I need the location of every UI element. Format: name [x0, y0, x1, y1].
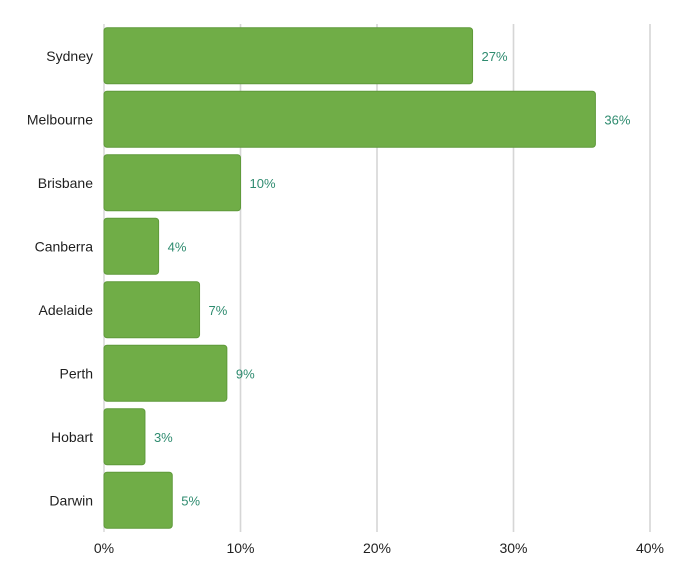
category-label: Hobart — [51, 429, 93, 445]
category-label: Perth — [60, 365, 93, 381]
category-label: Sydney — [46, 48, 93, 64]
bar — [103, 154, 241, 212]
x-tick-label: 30% — [499, 540, 527, 556]
x-tick-label: 20% — [363, 540, 391, 556]
label-layer: 0% 10% 20% 30% 40% Sydney 27% Melbourne 36% Brisb… — [27, 48, 664, 556]
data-label: 3% — [154, 430, 173, 445]
bar — [103, 217, 160, 275]
bar — [103, 281, 201, 339]
category-label: Brisbane — [38, 175, 93, 191]
bar-layer — [103, 27, 596, 529]
data-label: 27% — [482, 49, 508, 64]
data-label: 5% — [181, 493, 200, 508]
data-label: 7% — [209, 303, 228, 318]
data-label: 9% — [236, 366, 255, 381]
data-label: 10% — [250, 176, 276, 191]
category-label: Darwin — [49, 492, 93, 508]
bar — [103, 471, 173, 529]
bar — [103, 27, 474, 85]
bar — [103, 408, 146, 466]
x-tick-label: 0% — [94, 540, 114, 556]
x-tick-label: 40% — [636, 540, 664, 556]
x-tick-label: 10% — [226, 540, 254, 556]
category-label: Adelaide — [39, 302, 94, 318]
category-label: Canberra — [35, 238, 94, 254]
category-label: Melbourne — [27, 111, 93, 127]
bar — [103, 344, 228, 402]
bar — [103, 90, 596, 148]
data-label: 36% — [604, 112, 630, 127]
data-label: 4% — [168, 239, 187, 254]
